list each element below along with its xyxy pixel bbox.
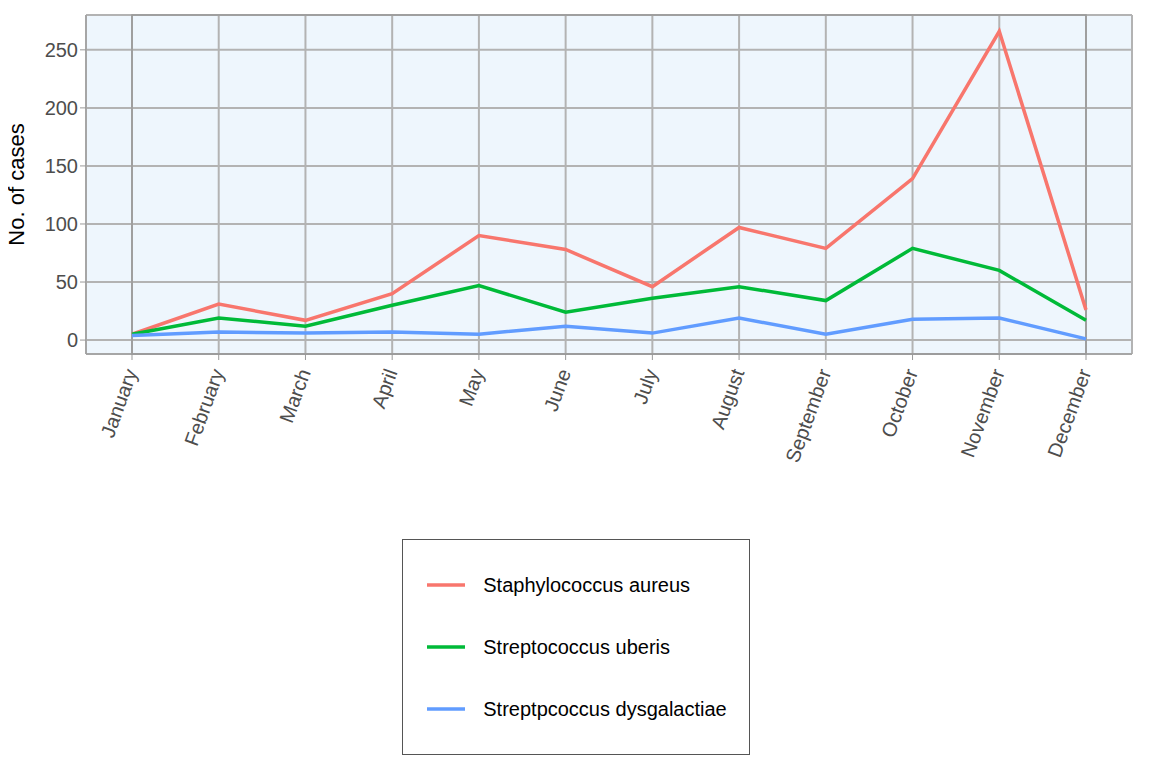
svg-text:No. of cases: No. of cases (8, 123, 29, 245)
svg-text:August: August (707, 365, 749, 431)
svg-text:May: May (455, 366, 489, 409)
svg-text:June: June (540, 366, 576, 414)
svg-text:250: 250 (45, 39, 78, 61)
svg-text:January: January (96, 366, 141, 440)
html-text:Streptpcoccus dysgalactiae: Streptpcoccus dysgalactiae (483, 697, 727, 720)
html-text:Staphylococcus aureus: Staphylococcus aureus (483, 573, 691, 596)
html-text:Streptococcus uberis: Streptococcus uberis (483, 635, 670, 658)
svg-text:October: October (877, 366, 922, 441)
svg-text:February: February (180, 366, 228, 449)
svg-text:April: April (367, 366, 401, 411)
svg-text:March: March (275, 366, 315, 426)
svg-text:September: September (781, 366, 835, 466)
svg-text:100: 100 (45, 213, 78, 235)
svg-text:0: 0 (67, 329, 78, 351)
svg-text:150: 150 (45, 155, 78, 177)
svg-text:200: 200 (45, 97, 78, 119)
svg-text:July: July (629, 366, 662, 407)
svg-text:December: December (1043, 366, 1095, 461)
svg-text:November: November (956, 366, 1008, 461)
svg-text:50: 50 (56, 271, 78, 293)
